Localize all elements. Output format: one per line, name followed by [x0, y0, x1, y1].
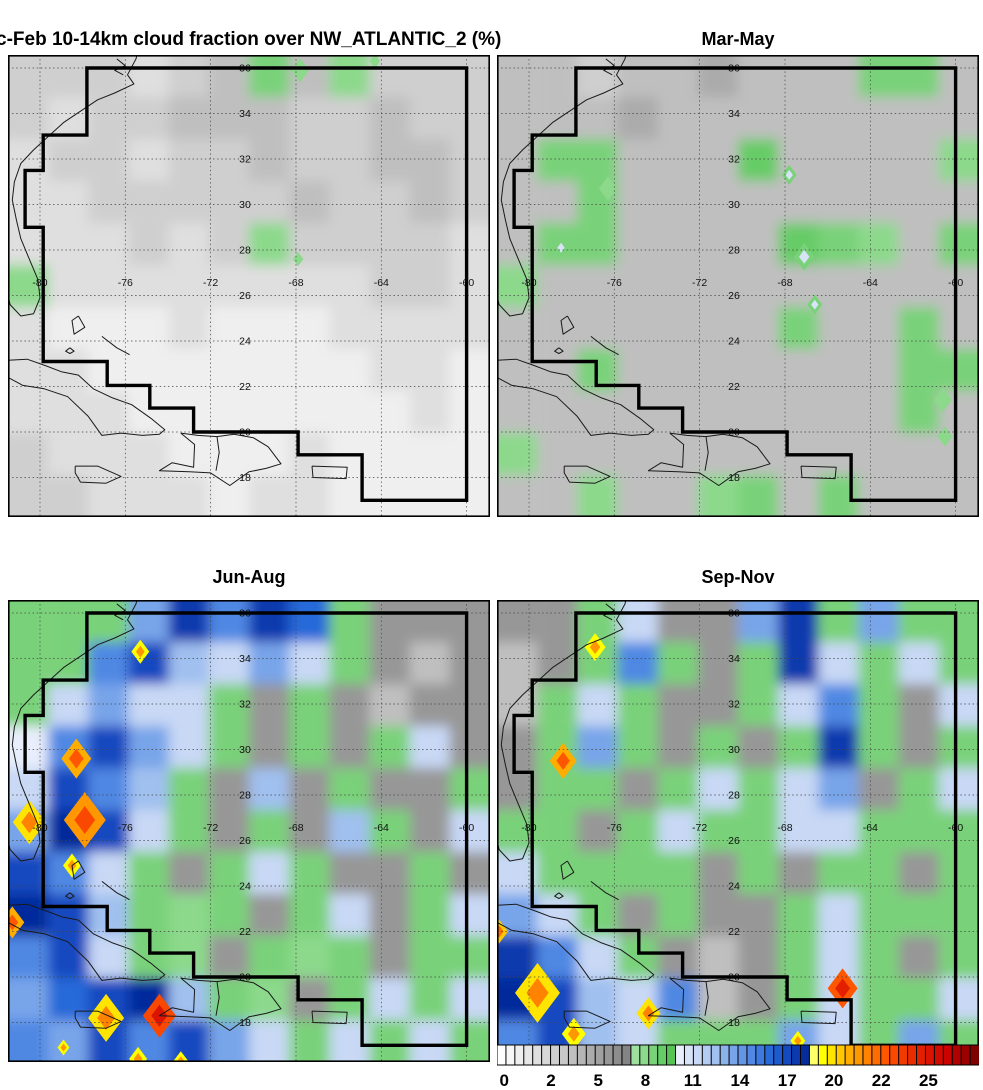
svg-text:-68: -68 — [288, 277, 303, 289]
svg-text:22: 22 — [872, 1071, 891, 1090]
svg-text:-76: -76 — [118, 277, 133, 289]
svg-text:-64: -64 — [374, 822, 389, 834]
svg-text:32: 32 — [728, 699, 740, 711]
svg-text:18: 18 — [728, 1017, 740, 1029]
svg-text:0: 0 — [499, 1071, 508, 1090]
svg-text:18: 18 — [728, 472, 740, 484]
svg-text:-68: -68 — [777, 277, 792, 289]
svg-text:-76: -76 — [607, 277, 622, 289]
svg-text:-80: -80 — [521, 277, 536, 289]
svg-text:26: 26 — [239, 290, 251, 302]
svg-text:24: 24 — [728, 336, 740, 348]
svg-text:17: 17 — [778, 1071, 797, 1090]
svg-text:30: 30 — [239, 199, 251, 211]
svg-text:25: 25 — [919, 1071, 938, 1090]
svg-text:-80: -80 — [32, 277, 47, 289]
svg-text:-72: -72 — [692, 822, 707, 834]
panel-title-sep-nov: Sep-Nov — [701, 567, 775, 587]
svg-text:32: 32 — [239, 699, 251, 711]
svg-text:-72: -72 — [203, 277, 218, 289]
svg-text:24: 24 — [239, 881, 251, 893]
svg-text:32: 32 — [728, 154, 740, 166]
panel-title-mar-may: Mar-May — [701, 29, 775, 49]
svg-text:28: 28 — [239, 790, 251, 802]
svg-text:30: 30 — [728, 199, 740, 211]
svg-text:-80: -80 — [521, 822, 536, 834]
svg-text:-80: -80 — [32, 822, 47, 834]
svg-text:30: 30 — [239, 744, 251, 756]
panel-title-jun-aug: Jun-Aug — [212, 567, 286, 587]
svg-text:26: 26 — [239, 835, 251, 847]
svg-text:34: 34 — [239, 653, 251, 665]
svg-text:-64: -64 — [374, 277, 389, 289]
colorbar: 0 2 5 8 11 14 17 20 22 25 — [497, 1044, 979, 1090]
svg-text:20: 20 — [824, 1071, 843, 1090]
svg-text:32: 32 — [239, 154, 251, 166]
svg-text:-68: -68 — [777, 822, 792, 834]
figure-title: c-Feb 10-14km cloud fraction over NW_ATL… — [0, 29, 502, 50]
svg-text:8: 8 — [641, 1071, 650, 1090]
svg-text:2: 2 — [546, 1071, 555, 1090]
svg-text:5: 5 — [593, 1071, 602, 1090]
svg-text:-68: -68 — [288, 822, 303, 834]
svg-text:28: 28 — [728, 790, 740, 802]
svg-text:-76: -76 — [607, 822, 622, 834]
svg-text:11: 11 — [684, 1071, 702, 1090]
svg-text:-72: -72 — [692, 277, 707, 289]
svg-text:-76: -76 — [118, 822, 133, 834]
svg-text:28: 28 — [728, 245, 740, 257]
svg-text:22: 22 — [728, 381, 740, 393]
svg-text:34: 34 — [728, 108, 740, 120]
svg-text:-72: -72 — [203, 822, 218, 834]
svg-text:18: 18 — [239, 1017, 251, 1029]
svg-text:28: 28 — [239, 245, 251, 257]
svg-text:-64: -64 — [863, 822, 878, 834]
svg-text:26: 26 — [728, 835, 740, 847]
svg-text:-64: -64 — [863, 277, 878, 289]
svg-text:34: 34 — [728, 653, 740, 665]
svg-text:34: 34 — [239, 108, 251, 120]
svg-text:30: 30 — [728, 744, 740, 756]
svg-text:22: 22 — [239, 381, 251, 393]
svg-text:14: 14 — [730, 1071, 749, 1090]
svg-text:22: 22 — [728, 926, 740, 938]
svg-text:26: 26 — [728, 290, 740, 302]
svg-text:24: 24 — [239, 336, 251, 348]
svg-text:24: 24 — [728, 881, 740, 893]
svg-text:18: 18 — [239, 472, 251, 484]
svg-text:22: 22 — [239, 926, 251, 938]
